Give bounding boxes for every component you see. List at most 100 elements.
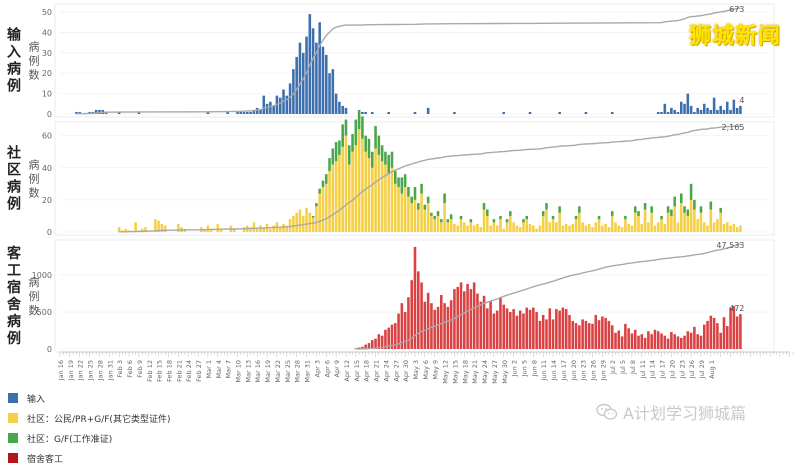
bar: [206, 225, 210, 232]
bar: [676, 336, 680, 349]
bar: [361, 111, 364, 114]
legend-swatch-dormitory: [8, 453, 18, 463]
bar: [640, 334, 644, 349]
bar: [650, 212, 653, 232]
bar: [117, 227, 121, 232]
bar: [732, 223, 736, 232]
bar: [499, 219, 502, 232]
bar: [722, 109, 726, 114]
bar: [387, 327, 390, 349]
bar: [666, 338, 670, 349]
bar: [449, 300, 453, 349]
bar: [292, 69, 295, 114]
bar: [134, 222, 137, 232]
bar: [502, 111, 506, 114]
x-tick-label: May 21: [471, 360, 479, 384]
bar: [624, 219, 627, 232]
bar: [541, 314, 545, 349]
bar: [377, 154, 381, 232]
bar: [426, 196, 430, 204]
bar: [249, 227, 252, 232]
bar: [486, 215, 489, 232]
bar: [318, 188, 321, 194]
bar: [137, 111, 141, 114]
cumulative-line: [355, 243, 741, 350]
x-tick-label: Jul 11: [639, 360, 647, 379]
bar: [334, 161, 338, 232]
y-tick-label: 20: [42, 69, 52, 78]
bar: [374, 148, 377, 232]
bar: [433, 219, 437, 232]
bar: [370, 167, 374, 232]
bar: [417, 209, 420, 232]
bar: [689, 183, 693, 200]
axis-ylabel-char: 数: [29, 304, 40, 317]
bar: [393, 183, 397, 232]
bar: [699, 206, 703, 213]
bar: [495, 310, 499, 349]
bar: [709, 209, 713, 232]
bar: [433, 309, 437, 349]
bar: [660, 111, 663, 114]
bar: [739, 314, 742, 349]
bar: [716, 323, 719, 349]
bar: [400, 193, 404, 232]
panel-title-char: 入: [7, 45, 21, 61]
bar: [206, 111, 210, 114]
bar: [459, 215, 463, 220]
bar: [252, 109, 256, 114]
bar: [502, 304, 506, 349]
bar: [712, 97, 716, 114]
bar: [397, 177, 400, 188]
panel-title-char: 病: [7, 61, 21, 78]
bar: [426, 292, 430, 349]
bar: [324, 183, 328, 232]
bar: [380, 145, 384, 162]
x-tick-label: Jun 26: [590, 360, 598, 382]
bar: [397, 313, 400, 349]
bar: [377, 334, 381, 349]
bar: [564, 309, 568, 349]
bar: [456, 286, 460, 349]
watermark: A计划学习狮城篇: [596, 400, 746, 424]
bar: [354, 145, 358, 232]
x-tick-label: Feb 6: [126, 360, 134, 378]
bar: [387, 154, 390, 175]
bar: [344, 107, 348, 114]
bar: [367, 158, 371, 232]
bar: [686, 331, 690, 349]
bar: [607, 227, 611, 232]
bar: [528, 223, 532, 232]
bar: [656, 222, 660, 232]
bar: [607, 320, 611, 349]
cumulative-total-label: 47,533: [716, 241, 744, 250]
bar: [236, 111, 239, 114]
bar: [502, 228, 506, 232]
bar: [492, 313, 496, 349]
bar: [545, 203, 548, 210]
bar: [390, 324, 394, 349]
bar: [679, 337, 683, 349]
bar: [709, 201, 713, 210]
bar: [295, 212, 298, 232]
bar: [525, 219, 529, 232]
bar: [663, 223, 667, 232]
x-tick-label: Feb 3: [116, 360, 124, 378]
bar: [578, 206, 581, 213]
bar: [338, 101, 341, 114]
bar: [242, 111, 246, 114]
panel-title-char: 社: [6, 145, 21, 162]
bar: [545, 319, 548, 349]
bar: [288, 83, 292, 114]
y-tick-label: 0: [47, 110, 52, 119]
axis-ylabel-char: 病: [29, 40, 40, 54]
bar: [209, 228, 213, 232]
bar: [574, 323, 578, 349]
bar: [269, 101, 272, 114]
last-value-label: 472: [729, 304, 744, 313]
bar: [617, 330, 621, 349]
bar: [650, 206, 653, 213]
bar: [518, 310, 522, 349]
